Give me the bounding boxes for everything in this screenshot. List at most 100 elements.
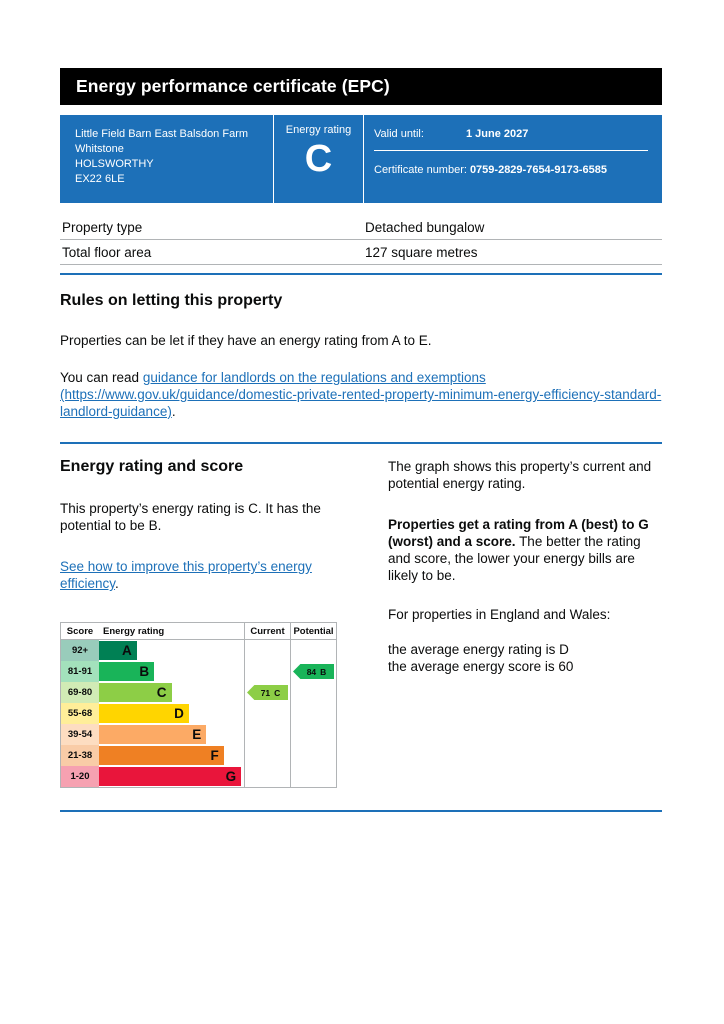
certificate-number-row: Certificate number: 0759-2829-7654-9173-6… [374, 164, 648, 176]
valid-until-label: Valid until: [374, 128, 424, 140]
potential-cell [290, 766, 336, 787]
energy-rating-box: Energy rating C [274, 115, 364, 203]
current-cell [244, 724, 290, 745]
table-row: Total floor area 127 square metres [60, 240, 662, 265]
letting-rules-heading: Rules on letting this property [60, 292, 283, 309]
address-line: Whitstone [75, 143, 124, 155]
band-letter: G [225, 769, 237, 784]
potential-cell: 84 B [290, 661, 336, 682]
address-line: HOLSWORTHY [75, 158, 154, 170]
document-content: Energy performance certificate (EPC) Lit… [60, 68, 662, 812]
band-score: 69-80 [61, 682, 99, 703]
letting-rules-guidance: You can read guidance for landlords on t… [60, 369, 662, 420]
band-score: 81-91 [61, 661, 99, 682]
property-type-label: Property type [62, 220, 143, 235]
rating-explanation: Properties get a rating from A (best) to… [388, 516, 662, 584]
letting-rules-intro: Properties can be let if they have an en… [60, 333, 432, 348]
current-cell [244, 745, 290, 766]
current-letter: C [274, 687, 281, 698]
section-divider [60, 273, 662, 275]
potential-score: 84 [306, 666, 317, 677]
band-letter: F [210, 748, 219, 763]
average-rating-line: the average energy rating is D [388, 642, 569, 657]
band-bar-cell: E [99, 724, 244, 745]
band-bar: A [99, 641, 137, 660]
rating-right-column: The graph shows this property’s current … [388, 458, 662, 788]
energy-rating-label: Energy rating [285, 124, 352, 136]
rating-section: Energy rating and score This property’s … [60, 458, 662, 788]
current-rating-marker: 71 C [247, 685, 288, 700]
rating-summary-text: This property’s energy rating is C. It h… [60, 501, 321, 533]
rating-explanation-bold: Properties get a rating from A (best) to… [388, 517, 649, 549]
average-score-line: the average energy score is 60 [388, 659, 574, 674]
valid-until-row: Valid until: 1 June 2027 [374, 128, 648, 140]
potential-cell [290, 724, 336, 745]
property-address: Little Field Barn East Balsdon Farm Whit… [60, 115, 274, 203]
band-letter: D [174, 706, 184, 721]
certificate-number-value: 0759-2829-7654-9173-6585 [469, 164, 607, 176]
graph-intro-text: The graph shows this property’s current … [388, 459, 652, 491]
current-score: 71 [260, 687, 271, 698]
certificate-validity: Valid until: 1 June 2027 Certificate numb… [364, 115, 662, 203]
band-bar-cell: A [99, 640, 244, 661]
section-divider [60, 442, 662, 444]
band-letter: C [156, 685, 167, 700]
document-header: Energy performance certificate (EPC) [60, 68, 662, 105]
epc-rating-chart: Score Energy rating Current Potential 92… [60, 622, 337, 788]
potential-cell [290, 640, 336, 661]
band-bar-cell: C [99, 682, 244, 703]
certificate-number-label: Certificate number: [374, 164, 467, 176]
chart-header-score: Score [66, 625, 94, 637]
current-cell [244, 766, 290, 787]
current-cell [244, 703, 290, 724]
potential-letter: B [320, 666, 327, 677]
band-bar-cell: D [99, 703, 244, 724]
band-bar: F [99, 746, 224, 765]
band-score: 92+ [61, 640, 99, 661]
guidance-link[interactable]: guidance for landlords on the regulation… [60, 370, 662, 419]
document-title: Energy performance certificate (EPC) [76, 76, 390, 96]
current-cell [244, 661, 290, 682]
band-bar: G [99, 767, 242, 786]
chart-band-row-f: 21-38 F [61, 745, 336, 766]
band-letter: B [139, 664, 150, 679]
property-type-value: Detached bungalow [365, 220, 485, 235]
band-score: 55-68 [61, 703, 99, 724]
rating-left-column: Energy rating and score This property’s … [60, 458, 360, 788]
guidance-prefix: You can read [60, 370, 143, 385]
improve-link[interactable]: See how to improve this property’s energ… [60, 559, 312, 591]
current-cell [244, 640, 290, 661]
improve-paragraph: See how to improve this property’s energ… [60, 558, 360, 592]
rating-explanation-rest: The better the rating and score, the low… [388, 534, 641, 583]
valid-until-value: 1 June 2027 [466, 128, 529, 140]
table-row: Property type Detached bungalow [60, 215, 662, 240]
property-details-table: Property type Detached bungalow Total fl… [60, 215, 662, 265]
band-letter: A [121, 643, 132, 658]
band-score: 39-54 [61, 724, 99, 745]
band-score: 1-20 [61, 766, 99, 787]
band-bar-cell: F [99, 745, 244, 766]
current-cell: 71 C [244, 682, 290, 703]
band-bar: D [99, 704, 189, 723]
band-bar: C [99, 683, 172, 702]
guidance-period: . [171, 404, 176, 419]
band-letter: E [192, 727, 202, 742]
band-bar-cell: G [99, 766, 244, 787]
chart-band-row-d: 55-68 D [61, 703, 336, 724]
chart-band-row-a: 92+ A [61, 640, 336, 661]
band-bar: B [99, 662, 155, 681]
band-bar-cell: B [99, 661, 244, 682]
address-line: Little Field Barn East Balsdon Farm [75, 128, 249, 140]
potential-cell [290, 745, 336, 766]
floor-area-value: 127 square metres [365, 245, 478, 260]
chart-header-current: Current [244, 623, 290, 639]
potential-cell [290, 703, 336, 724]
region-intro-text: For properties in England and Wales: [388, 607, 611, 622]
chart-header-rating: Energy rating [103, 625, 165, 637]
address-line: EX22 6LE [75, 173, 125, 185]
chart-band-row-g: 1-20 G [61, 766, 336, 787]
band-bar: E [99, 725, 207, 744]
energy-rating-value: C [304, 138, 333, 180]
rating-heading: Energy rating and score [60, 458, 244, 475]
